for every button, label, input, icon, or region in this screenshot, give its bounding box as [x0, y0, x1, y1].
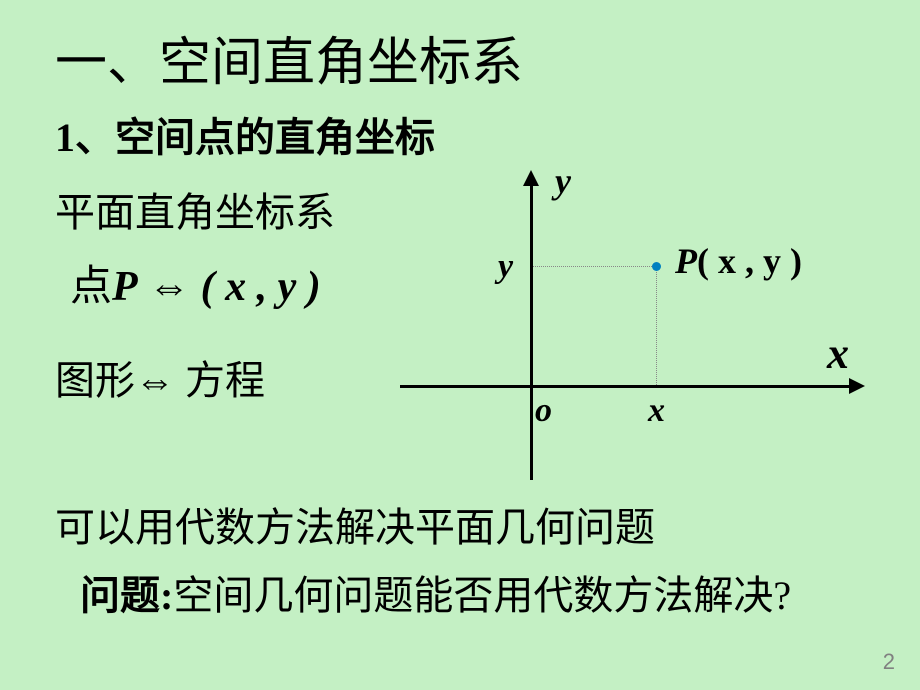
- text-conclusion: 可以用代数方法解决平面几何问题: [55, 495, 655, 553]
- question-text: 空间几何问题能否用代数方法解决?: [173, 573, 791, 618]
- text-figure-equation: 图形⇔ 方程: [55, 348, 265, 406]
- x-tick-label: x: [648, 392, 665, 430]
- coordinate-diagram: y x o x y P( x , y ): [400, 170, 870, 490]
- question-label: 问题:: [80, 573, 173, 618]
- eq-xy: ( x , y ): [201, 264, 321, 310]
- text-question: 问题:空间几何问题能否用代数方法解决?: [80, 563, 791, 621]
- guide-line-horizontal: [532, 266, 654, 267]
- figure-prefix: 图形: [55, 358, 135, 403]
- equation-point-correspondence: 点P ⇔ ( x , y ): [70, 252, 321, 313]
- point-marker: [652, 262, 661, 271]
- iff-symbol: ⇔: [138, 264, 201, 310]
- x-axis: [400, 385, 855, 388]
- y-tick-label: y: [498, 248, 513, 286]
- subsection-title: 1、空间点的直角坐标: [55, 105, 435, 163]
- point-label-P: P: [675, 241, 697, 281]
- point-label: P( x , y ): [675, 240, 802, 282]
- figure-suffix: 方程: [175, 358, 265, 403]
- point-label-coords: ( x , y ): [697, 241, 802, 281]
- iff-symbol-2: ⇔: [135, 358, 175, 403]
- eq-symbol-P: P: [112, 264, 138, 310]
- x-axis-label: x: [827, 328, 849, 379]
- page-number: 2: [883, 649, 895, 675]
- y-axis-label: y: [555, 160, 571, 202]
- guide-line-vertical: [656, 269, 657, 387]
- eq-prefix: 点: [70, 264, 112, 310]
- y-axis: [530, 180, 533, 480]
- section-title: 一、空间直角坐标系: [55, 20, 523, 95]
- text-planar-system: 平面直角坐标系: [55, 180, 335, 238]
- origin-label: o: [535, 392, 552, 430]
